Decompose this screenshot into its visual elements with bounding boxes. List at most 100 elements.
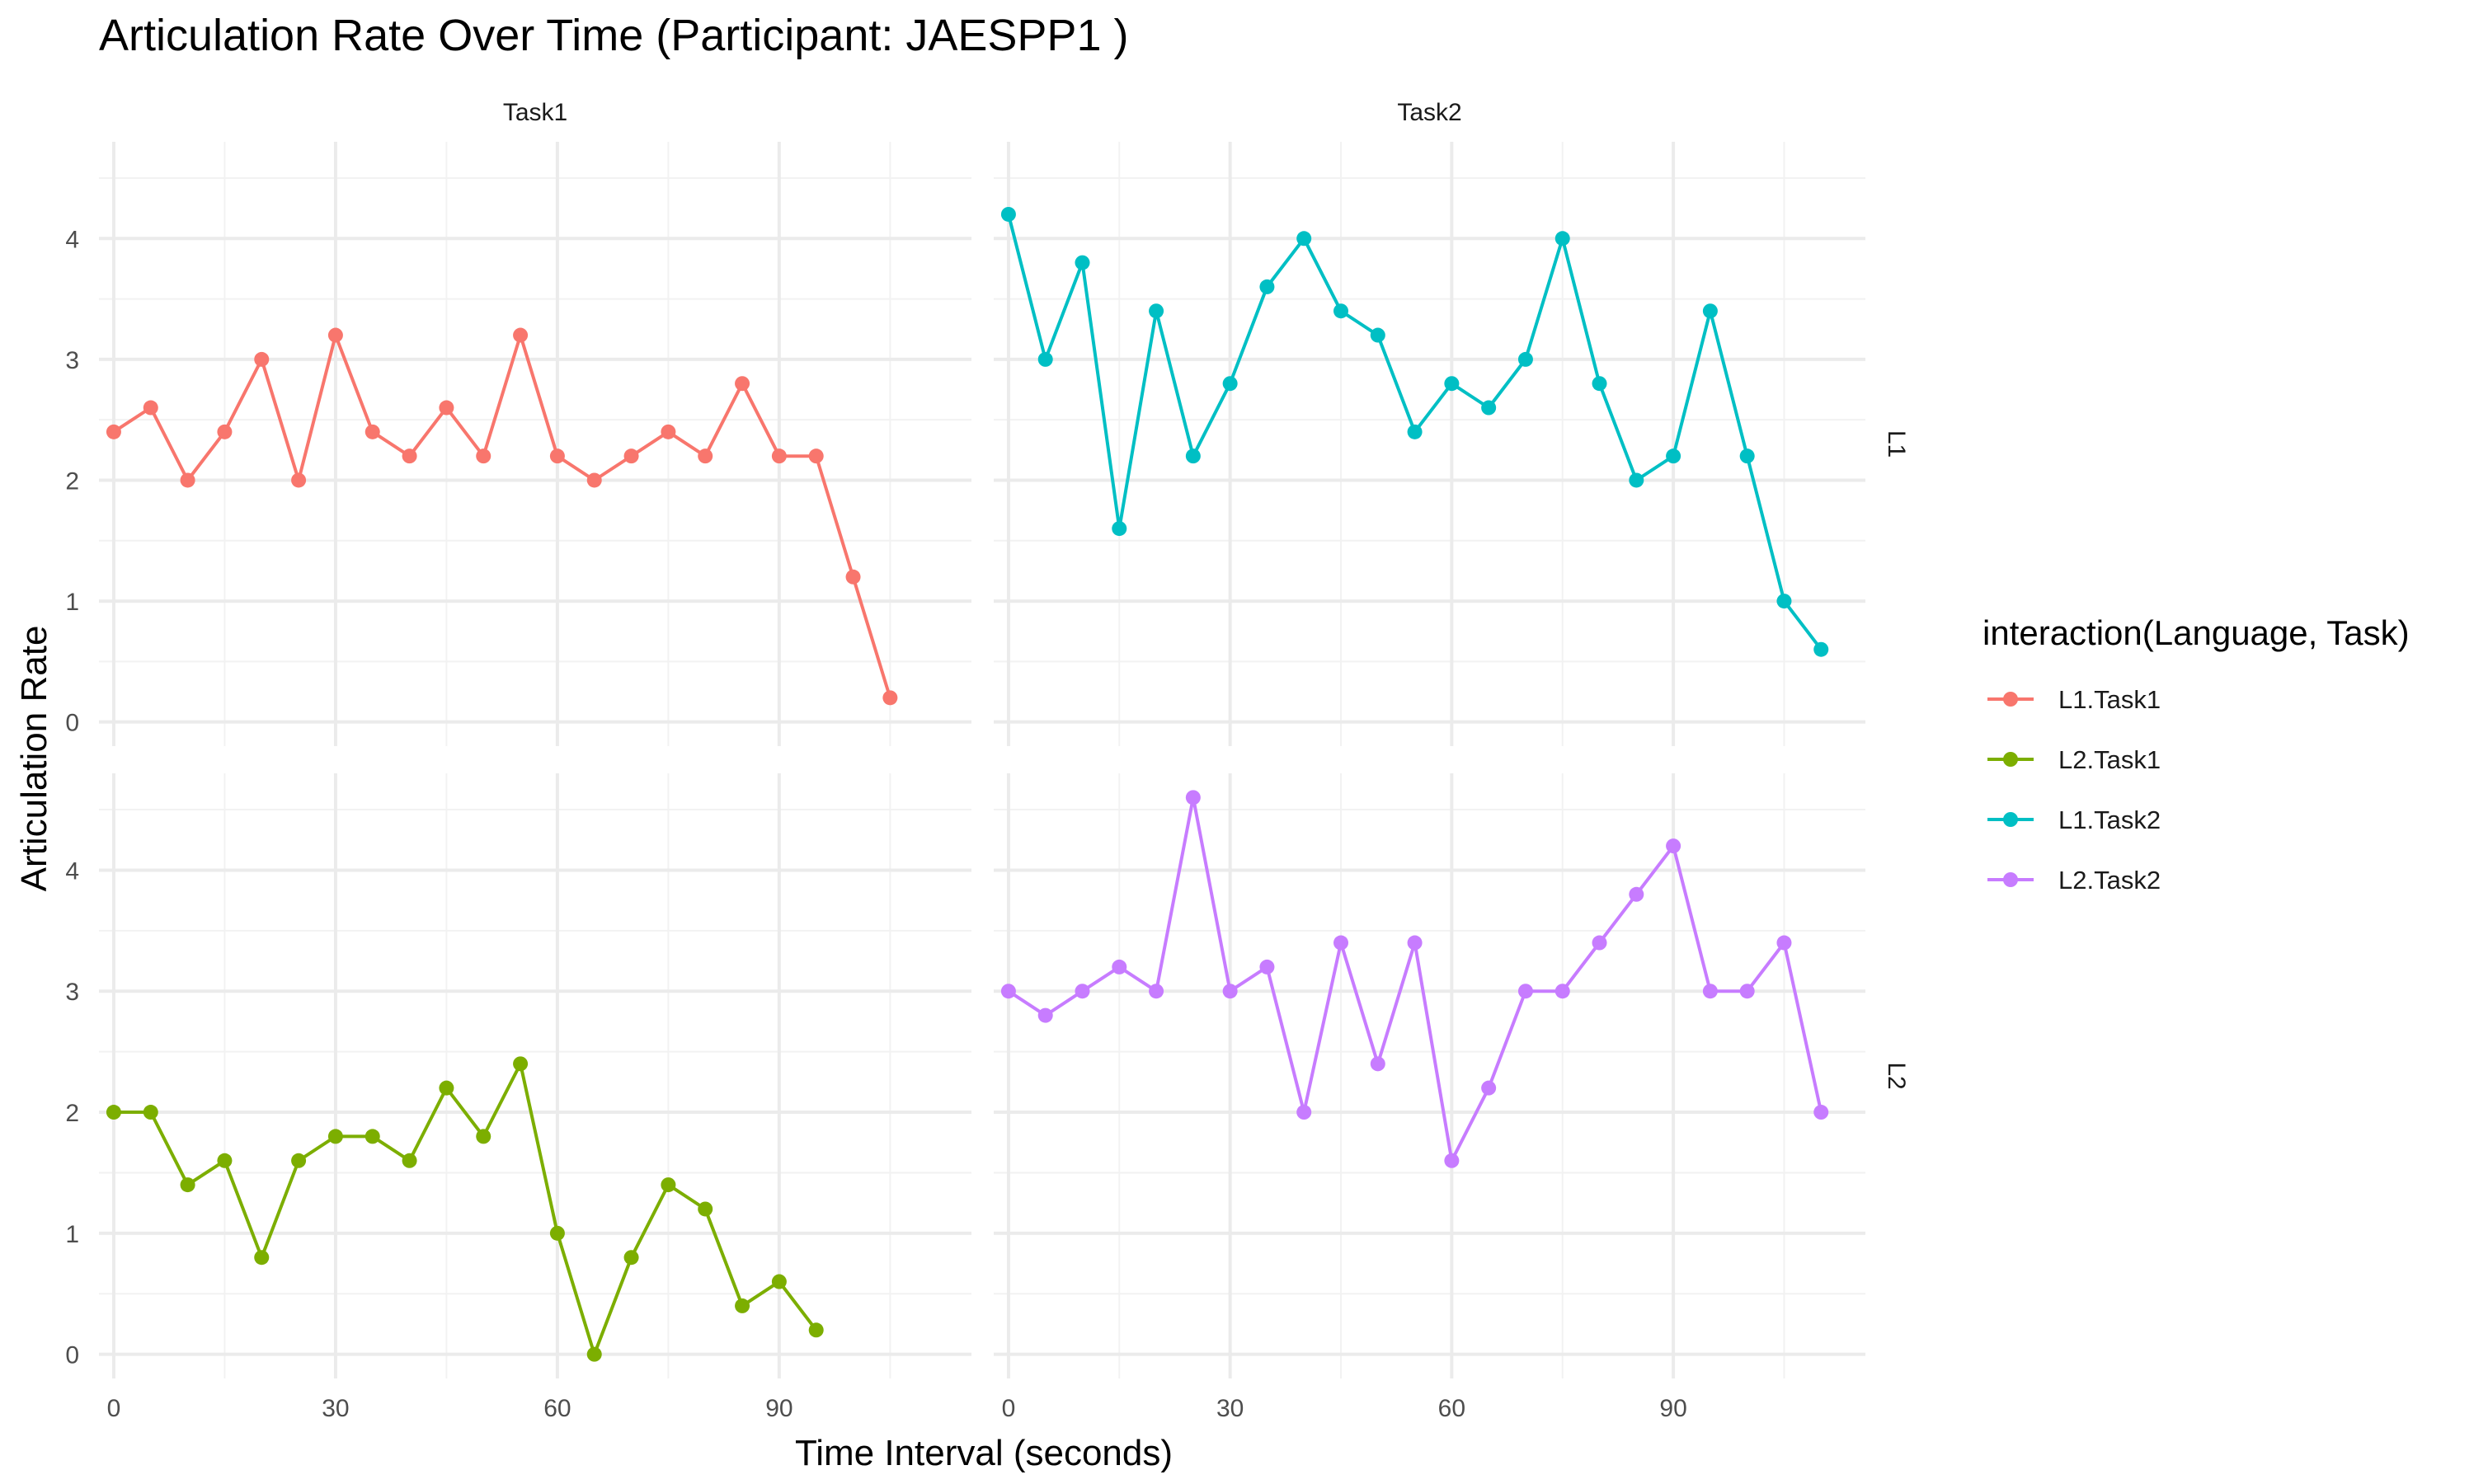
data-point	[439, 400, 454, 416]
data-point	[1075, 984, 1090, 999]
data-point	[698, 448, 713, 464]
data-point	[1739, 448, 1755, 464]
data-point	[1000, 984, 1016, 999]
legend-key-point	[2003, 752, 2018, 767]
data-point	[1149, 984, 1164, 999]
y-axis-label: Articulation Rate	[14, 626, 54, 892]
data-point	[1776, 594, 1792, 609]
data-point	[1481, 400, 1497, 416]
data-point	[1739, 984, 1755, 999]
data-point	[1444, 376, 1460, 392]
legend-label: L2.Task2	[2058, 866, 2161, 895]
series-line-L1.Task1	[112, 333, 892, 698]
data-point	[513, 327, 529, 343]
data-point	[1813, 641, 1829, 657]
data-point	[549, 1225, 565, 1241]
data-point	[143, 400, 158, 416]
data-point	[735, 376, 750, 392]
facet-label-Task2: Task2	[1397, 99, 1461, 126]
data-point	[1666, 838, 1681, 854]
data-point	[254, 1250, 270, 1266]
data-point	[661, 1177, 676, 1193]
data-point	[808, 1322, 824, 1338]
data-point	[1333, 935, 1349, 951]
data-point	[1702, 303, 1718, 319]
data-point	[1075, 255, 1090, 270]
data-point	[661, 424, 676, 439]
facet-label-L2: L2	[1883, 1062, 1910, 1089]
data-point	[1333, 303, 1349, 319]
legend-key-point	[2003, 812, 2018, 827]
data-point	[1444, 1153, 1460, 1168]
x-tick-label: 30	[322, 1395, 349, 1422]
y-tick-label: 3	[65, 979, 79, 1006]
data-point	[365, 1129, 380, 1144]
y-tick-label: 4	[65, 226, 79, 253]
x-tick-label: 0	[1002, 1395, 1016, 1422]
data-point	[1149, 303, 1164, 319]
data-point	[476, 448, 492, 464]
panel-L1-Task2	[994, 142, 1865, 746]
data-point	[1517, 984, 1533, 999]
data-point	[1554, 231, 1570, 247]
data-point	[549, 448, 565, 464]
y-tick-label: 0	[65, 1342, 79, 1369]
chart-title: Articulation Rate Over Time (Participant…	[99, 11, 1129, 60]
data-point	[180, 1177, 195, 1193]
data-point	[1259, 279, 1275, 294]
y-tick-label: 4	[65, 857, 79, 885]
y-tick-label: 1	[65, 1221, 79, 1248]
panel-L1-Task1	[99, 142, 971, 746]
data-point	[1112, 959, 1127, 974]
panels	[99, 142, 1865, 1378]
facet-label-Task1: Task1	[503, 99, 567, 126]
data-point	[217, 1153, 233, 1168]
data-point	[1481, 1080, 1497, 1096]
data-point	[771, 448, 787, 464]
data-point	[365, 424, 380, 439]
legend: interaction(Language, Task) L1.Task1 L2.T…	[1982, 613, 2410, 895]
y-tick-label: 1	[65, 589, 79, 616]
legend-label: L2.Task1	[2058, 745, 2161, 774]
y-tick-label: 2	[65, 1100, 79, 1127]
data-point	[771, 1274, 787, 1289]
data-point	[254, 351, 270, 367]
facet-label-L1: L1	[1883, 430, 1910, 458]
legend-title: interaction(Language, Task)	[1982, 613, 2410, 652]
legend-label: L1.Task2	[2058, 805, 2161, 834]
data-point	[1112, 521, 1127, 537]
y-tick-label: 0	[65, 710, 79, 737]
y-tick-label: 2	[65, 467, 79, 495]
series-line-L2.Task2	[1007, 796, 1823, 1162]
data-point	[291, 472, 307, 488]
legend-key-point	[2003, 872, 2018, 887]
data-point	[106, 1105, 121, 1120]
series-L1.Task2	[1000, 206, 1829, 657]
data-point	[1407, 424, 1423, 439]
legend-item-L1.Task2: L1.Task2	[1987, 805, 2161, 834]
legend-item-L1.Task1: L1.Task1	[1987, 685, 2161, 714]
data-point	[845, 569, 861, 585]
data-point	[1296, 1105, 1312, 1120]
data-point	[1592, 935, 1607, 951]
legend-label: L1.Task1	[2058, 685, 2161, 714]
data-point	[439, 1080, 454, 1096]
axes: 0 1 2 3 4 0 1 2 3 4 0 30 60 90 0 30 60 90 Task1 Task2 L1 L2	[65, 99, 1910, 1422]
data-point	[1776, 935, 1792, 951]
y-tick-label: 3	[65, 347, 79, 374]
x-axis-label: Time Interval (seconds)	[795, 1433, 1173, 1473]
data-point	[1592, 376, 1607, 392]
data-point	[1629, 886, 1644, 902]
series-L2.Task2	[1000, 790, 1829, 1168]
data-point	[327, 327, 343, 343]
data-point	[1037, 351, 1053, 367]
data-point	[1370, 327, 1385, 343]
x-tick-label: 90	[765, 1395, 793, 1422]
data-point	[1259, 959, 1275, 974]
x-tick-label: 90	[1659, 1395, 1686, 1422]
data-point	[476, 1129, 492, 1144]
series-L2.Task1	[106, 1056, 824, 1362]
data-point	[1666, 448, 1681, 464]
data-point	[1629, 472, 1644, 488]
